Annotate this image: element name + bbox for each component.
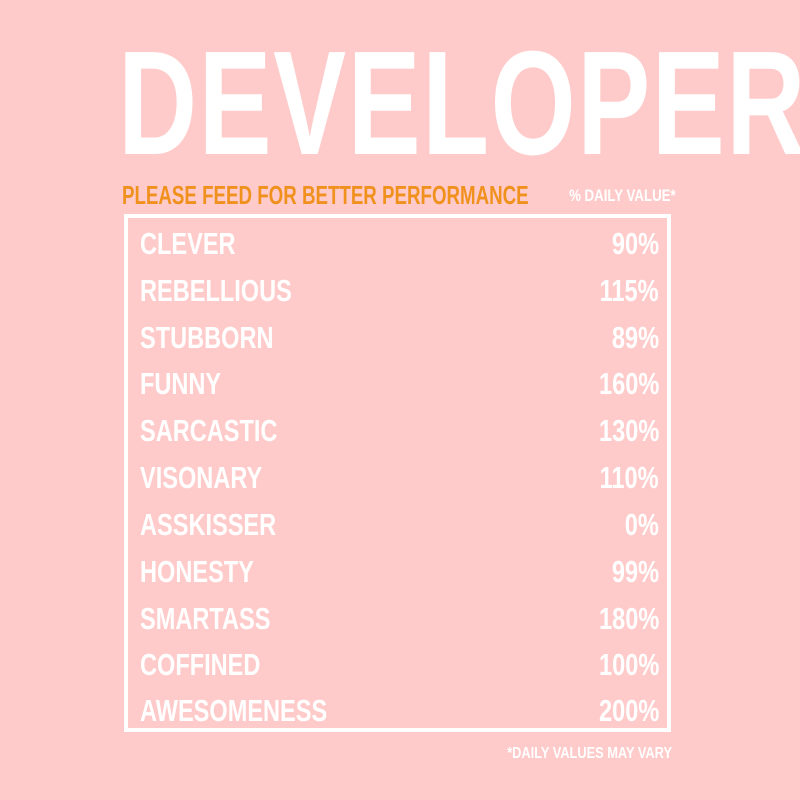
- fact-row: SARCASTIC 130%: [128, 408, 667, 454]
- fact-row: ASSKISSER 0%: [128, 502, 667, 548]
- fact-row: AWESOMENESS 200%: [128, 688, 667, 734]
- fact-row: STUBBORN 89%: [128, 315, 667, 361]
- fact-label: COFFINED: [140, 647, 261, 682]
- fact-value: 90%: [611, 226, 659, 261]
- fact-label: STUBBORN: [140, 320, 274, 355]
- fact-value: 115%: [600, 273, 659, 308]
- fact-label: REBELLIOUS: [140, 273, 292, 308]
- fact-label: AWESOMENESS: [140, 693, 328, 728]
- fact-label: SARCASTIC: [140, 413, 278, 448]
- subtitle: PLEASE FEED FOR BETTER PERFORMANCE: [122, 180, 529, 210]
- fact-label: SMARTASS: [140, 601, 271, 636]
- subtitle-row: PLEASE FEED FOR BETTER PERFORMANCE % DAI…: [120, 179, 680, 211]
- fact-label: HONESTY: [140, 554, 254, 589]
- fact-value: 200%: [598, 693, 659, 728]
- fact-row: HONESTY 99%: [128, 549, 667, 595]
- fact-value: 100%: [598, 647, 659, 682]
- facts-table: CLEVER 90% REBELLIOUS 115% STUBBORN 89% …: [124, 214, 671, 732]
- fact-label: ASSKISSER: [140, 507, 277, 542]
- fact-value: 99%: [611, 554, 659, 589]
- fact-row: SMARTASS 180%: [128, 596, 667, 642]
- footnote: *DAILY VALUES MAY VARY: [507, 745, 672, 762]
- fact-value: 110%: [600, 460, 659, 495]
- fact-label: VISONARY: [140, 460, 263, 495]
- fact-value: 0%: [624, 507, 659, 542]
- fact-value: 180%: [598, 601, 659, 636]
- page-title: DEVELOPER: [118, 21, 800, 186]
- fact-label: CLEVER: [140, 226, 236, 261]
- fact-value: 89%: [611, 320, 659, 355]
- fact-row: CLEVER 90%: [128, 221, 667, 267]
- fact-row: VISONARY 110%: [128, 455, 667, 501]
- daily-value-header: % DAILY VALUE*: [569, 186, 676, 205]
- fact-value: 130%: [598, 413, 659, 448]
- fact-value: 160%: [598, 366, 659, 401]
- fact-row: REBELLIOUS 115%: [128, 268, 667, 314]
- fact-row: COFFINED 100%: [128, 642, 667, 688]
- fact-label: FUNNY: [140, 366, 222, 401]
- fact-row: FUNNY 160%: [128, 361, 667, 407]
